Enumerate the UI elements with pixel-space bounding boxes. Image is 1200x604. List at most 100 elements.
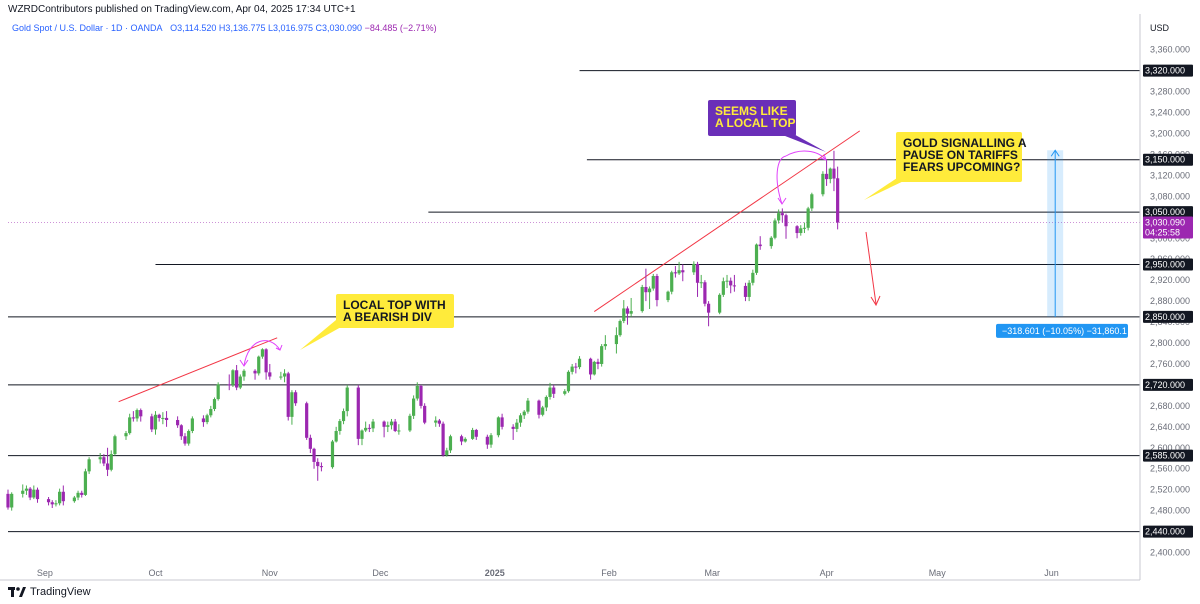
y-tick-label: 3,200.000	[1150, 129, 1190, 139]
candle	[21, 484, 25, 498]
candle-body	[802, 227, 807, 229]
candle-body	[718, 294, 722, 313]
currency-label: USD	[1150, 23, 1170, 33]
candle	[83, 468, 88, 496]
y-tick-label: 2,800.000	[1150, 338, 1190, 348]
candle	[463, 437, 467, 443]
candle-body	[681, 270, 685, 273]
level-tag	[1143, 378, 1193, 391]
candle-body	[382, 421, 386, 427]
candle	[242, 369, 246, 381]
candle	[72, 495, 76, 503]
candle	[231, 369, 235, 388]
candle-body	[603, 344, 607, 347]
note-seems-top-box	[708, 100, 796, 136]
candle-body	[176, 420, 180, 426]
candle	[574, 362, 578, 374]
y-tick-label: 3,080.000	[1150, 191, 1190, 201]
candle-body	[515, 422, 519, 429]
candle-body	[105, 463, 110, 470]
candle	[32, 485, 36, 500]
candle-body	[437, 420, 442, 424]
candle	[286, 371, 290, 421]
candle-body	[673, 272, 678, 274]
candle-body	[28, 488, 32, 498]
candle	[773, 218, 777, 240]
candle-body	[824, 173, 829, 180]
candle	[699, 274, 703, 289]
candle-body	[459, 436, 464, 442]
level-tag-label: 3,150.000	[1145, 155, 1185, 165]
candle	[485, 434, 489, 449]
candle	[268, 363, 272, 380]
candle-body	[629, 311, 633, 314]
candle-body	[389, 421, 394, 426]
footer-brand[interactable]: TradingView	[8, 586, 91, 598]
note-seems-top-line: SEEMS LIKE	[715, 104, 788, 118]
symbol-name[interactable]: Gold Spot / U.S. Dollar · 1D · OANDA	[12, 23, 163, 33]
ohlc-values: O3,114.520 H3,136.775 L3,016.975 C3,030.…	[170, 23, 363, 33]
candle-body	[290, 392, 294, 417]
candle-body	[821, 173, 825, 195]
candle-body	[592, 361, 596, 375]
candle-body	[330, 441, 335, 468]
candle	[747, 280, 751, 302]
level-tag-label: 2,950.000	[1145, 259, 1185, 269]
candle-body	[644, 286, 648, 293]
candle	[836, 166, 840, 230]
candle-body	[625, 308, 630, 314]
candle-body	[780, 213, 784, 216]
candle	[511, 424, 515, 440]
candle	[131, 411, 135, 422]
candle-body	[541, 407, 545, 415]
candle-body	[235, 370, 239, 388]
candle	[828, 167, 832, 184]
tradingview-logo-icon	[8, 587, 26, 597]
candle	[305, 401, 309, 440]
candle-body	[832, 168, 836, 179]
candle	[718, 293, 722, 315]
candle-body	[161, 417, 165, 419]
candle-body	[522, 411, 526, 416]
arc-arrow-head	[275, 344, 283, 351]
candle	[441, 421, 445, 457]
candle	[541, 405, 545, 417]
candle	[257, 355, 261, 376]
note-tariffs-line: FEARS UPCOMING?	[903, 160, 1020, 174]
candle	[448, 434, 453, 454]
candle-body	[651, 275, 655, 289]
candle	[721, 277, 725, 297]
candle-body	[614, 335, 619, 345]
candle-body	[316, 461, 320, 467]
x-tick-label: 2025	[485, 568, 505, 578]
candle	[205, 413, 209, 425]
y-tick-label: 2,520.000	[1150, 485, 1190, 495]
candle	[35, 487, 40, 503]
trendlines	[118, 130, 861, 403]
candle-body	[6, 493, 10, 508]
candle-body	[500, 417, 504, 427]
candle	[419, 384, 423, 409]
symbol-legend[interactable]: Gold Spot / U.S. Dollar · 1D · OANDA O3,…	[12, 23, 437, 33]
candle-body	[338, 421, 342, 432]
candle-body	[777, 213, 781, 221]
candle	[570, 363, 574, 375]
candle-body	[596, 361, 600, 364]
candle	[135, 408, 139, 422]
y-tick-label: 2,680.000	[1150, 401, 1190, 411]
candle-body	[574, 366, 578, 368]
candle-body	[102, 457, 106, 464]
candle	[282, 369, 287, 383]
candle-body	[212, 399, 217, 410]
candle	[238, 374, 242, 390]
candle	[751, 269, 755, 286]
candle	[563, 389, 567, 396]
candle	[824, 160, 829, 186]
y-tick-label: 3,240.000	[1150, 108, 1190, 118]
candle-body	[294, 392, 298, 404]
y-tick-label: 2,920.000	[1150, 275, 1190, 285]
candle	[187, 429, 191, 446]
candle-body	[83, 471, 88, 495]
